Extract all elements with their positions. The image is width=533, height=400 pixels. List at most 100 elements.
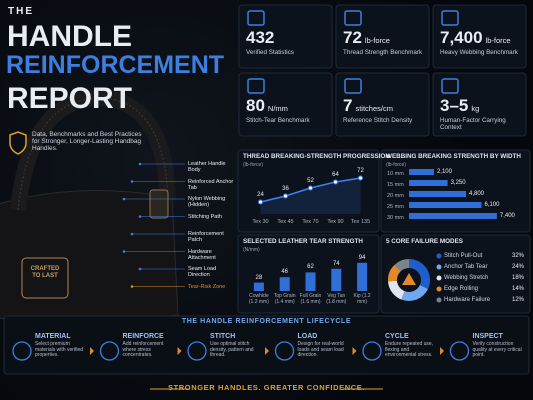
y-tick-label: 10 mm [387,171,404,177]
step-icon [187,341,207,361]
step-name: REINFORCE [122,333,164,340]
data-label: 6,100 [484,202,500,208]
step-arrow [177,347,182,355]
step-name: INSPECT [472,333,503,340]
bar [331,268,342,291]
donut-slice [409,259,431,289]
legend-value: 14% [511,286,524,292]
stat-icon [441,78,459,94]
step-icon [449,341,470,361]
legend-swatch [436,286,442,292]
callout-label: Seam Load Direction [188,266,217,279]
data-label: 46 [281,269,289,276]
x-tick-label: Tex 70 [302,219,319,225]
callout-dot [122,197,126,201]
x-tick-label: Full Grain (1.6 mm) [299,293,322,305]
data-label: 2,100 [436,169,452,175]
title-line: HANDLE [7,20,132,53]
stat-label: Human-Factor Carrying Context [440,117,506,131]
callout-label: Reinforced Anchor Tab [188,178,234,191]
stat-card [335,4,430,69]
step-text: Verify construction quality at every cri… [472,341,522,358]
stat-unit: lb-force [364,36,390,45]
data-label: 72 [357,168,364,174]
chart-title: WEBBING BREAKING STRENGTH BY WIDTH [386,153,521,160]
stat-label: Stitch-Tear Benchmark [246,117,310,124]
step-name: MATERIAL [35,333,71,340]
stat-row: 432 [246,28,275,48]
stat-icon [247,10,265,26]
stat-row: 7 stitches/cm [343,96,393,116]
y-tick-label: 20 mm [387,193,404,199]
step-name: LOAD [297,333,318,340]
x-tick-label: Cowhide (1.2 mm) [248,293,269,305]
legend-value: 24% [511,264,524,270]
donut-slice [388,280,405,300]
step-icon [99,341,120,361]
legend-swatch [436,275,442,281]
bar [409,202,482,208]
point [283,193,288,199]
stitching [17,97,169,211]
step-text: Use optimal stitch density, pattern and … [210,341,254,358]
stat-value: 7 [343,96,353,115]
stat-row: 7,400 lb-force [440,28,511,48]
callout-dot [130,180,134,183]
legend-label: Hardware Failure [444,297,491,303]
x-tick-label: Tex 90 [327,219,344,225]
legend-label: Anchor Tab Tear [444,264,488,270]
step-icon [274,341,295,361]
legend-label: Webbing Stretch [444,275,489,281]
bar [305,272,316,291]
stat-row: 3–5 kg [440,96,479,116]
step-text: Add reinforcement where stress concentra… [122,341,164,358]
stat-label: Heavy Webbing Benchmark [440,49,518,56]
donut-slice [388,264,401,282]
donut-slice [401,285,429,301]
stat-unit: stitches/cm [355,104,393,113]
donut-slice [394,259,409,272]
step-icon [362,341,382,361]
bar [409,213,497,219]
y-tick-label: 15 mm [387,182,404,188]
chart-title: SELECTED LEATHER TEAR STRENGTH [243,238,363,245]
legend-value: 32% [511,253,524,259]
bag-tag: CRAFTED TO LAST [30,266,60,279]
stat-value: 432 [246,28,275,47]
data-label: 94 [358,254,366,261]
x-tick-label: Veg Tan (1.8 mm) [326,293,347,305]
callout-dot [138,267,142,271]
step-text: Design for real-world loads and seam loa… [297,341,344,358]
stat-label: Verified Statistics [246,49,294,56]
data-label: 62 [307,264,314,271]
y-tick-label: 25 mm [387,204,404,210]
legend-value: 12% [511,297,524,303]
stat-icon [344,10,362,26]
callout-label: Reinforcement Patch [188,231,224,244]
bar [253,282,264,291]
step-icon [12,341,32,361]
stat-unit: lb-force [485,36,511,45]
stat-label: Thread Strength Benchmark [343,49,423,56]
data-label: 64 [332,172,339,178]
stat-value: 80 [246,96,265,115]
stat-value: 3–5 [440,96,469,115]
data-label: 24 [257,192,264,198]
title-pre: THE [8,6,34,17]
step-name: STITCH [210,333,236,340]
panel [237,149,380,233]
stat-card [335,72,430,137]
title-line: REPORT [7,82,133,115]
axis-label: (lb-force) [386,162,407,168]
callout-dot [138,162,142,166]
callout-label: Tear-Risk Zone [188,283,226,290]
step-text: Select premium materials with verified p… [35,341,84,358]
data-label: 36 [282,186,289,192]
axis-label: (N/mm) [243,247,260,253]
stat-value: 72 [343,28,362,47]
warning-icon [402,273,416,285]
bar [409,191,466,197]
x-tick-label: Kip (1.2 mm) [353,293,371,305]
bar [409,169,434,175]
step-arrow [90,347,94,355]
